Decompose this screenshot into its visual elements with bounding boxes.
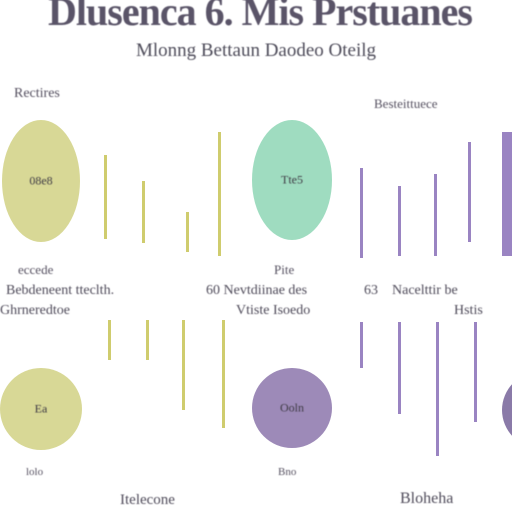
caption-mid: Pite <box>274 262 295 277</box>
olive-bar <box>142 181 145 243</box>
olive-bar <box>186 212 189 252</box>
violet-circle-label: Ooln <box>280 400 304 415</box>
olive-bar <box>104 155 107 239</box>
bottom-left-label: lolo <box>26 466 44 478</box>
page-title: Dlusenca 6. Mis Prstuanes <box>48 0 473 34</box>
bottom-mid-label: Bno <box>278 466 297 478</box>
olive-bar <box>222 320 225 428</box>
olive-bar <box>218 132 221 256</box>
violet-bar <box>436 322 439 456</box>
row1-mid-text: 60 Nevtdiinae des <box>206 283 308 298</box>
row1-number: 63 <box>364 283 378 298</box>
olive-circle-top: 08e8 <box>2 120 80 242</box>
page-subtitle: Mlonng Bettaun Daodeo Oteilg <box>135 40 377 61</box>
olive-bar <box>182 320 185 410</box>
violet-bar-wide <box>502 132 512 256</box>
mint-circle-label: Tte5 <box>281 172 303 187</box>
violet-bar <box>360 322 363 368</box>
violet-bar <box>434 174 437 256</box>
olive-circle-top-label: 08e8 <box>29 173 53 188</box>
bottom-caption-left: Itelecone <box>120 492 175 508</box>
row1-left-text: Bebdeneent tteclth. <box>6 283 115 298</box>
olive-bar <box>108 320 111 360</box>
row2-right-text: Hstis <box>454 303 483 318</box>
row2-mid-text: Vtiste Isoedo <box>236 303 311 318</box>
olive-circle-bottom-label: Ea <box>34 401 48 416</box>
olive-bar <box>146 320 149 360</box>
violet-circle-partial <box>502 372 512 448</box>
bottom-caption-right: Bloheha <box>400 490 454 507</box>
top-right-label: Besteittuece <box>374 96 438 111</box>
mint-circle: Tte5 <box>252 120 332 240</box>
olive-circle-bottom: Ea <box>0 368 82 450</box>
top-left-label: Rectires <box>14 86 60 101</box>
violet-bar <box>398 186 401 256</box>
violet-bar <box>360 168 363 258</box>
violet-bar <box>474 322 477 422</box>
caption-left: eccede <box>18 262 54 277</box>
violet-bar <box>398 322 401 414</box>
violet-bar <box>468 142 471 242</box>
row2-left-text: Ghrneredtoe <box>0 303 70 318</box>
violet-circle: Ooln <box>252 368 332 448</box>
row1-right-text: Nacelttir be <box>392 283 458 298</box>
